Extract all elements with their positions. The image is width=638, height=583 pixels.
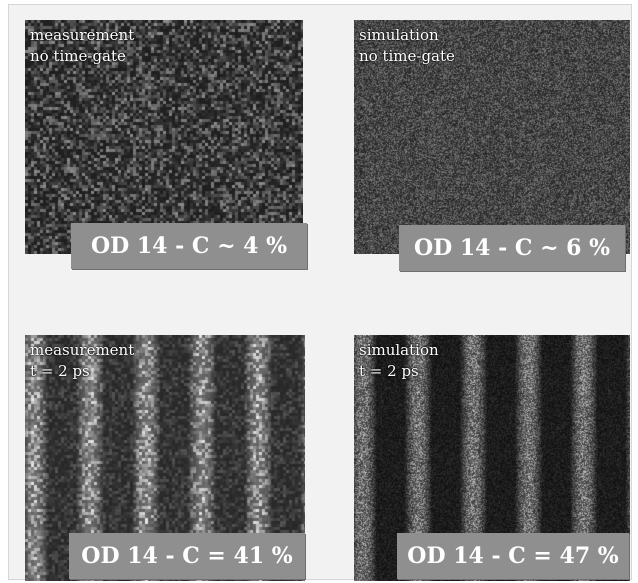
contrast-badge-simulation-no-gate: OD 14 - C ~ 6 % (399, 225, 625, 271)
caption-line-2: no time-gate (359, 47, 455, 65)
panel-caption: simulation no time-gate (359, 25, 455, 67)
contrast-badge-measurement-no-gate: OD 14 - C ~ 4 % (71, 223, 307, 269)
caption-line-1: simulation (359, 341, 439, 359)
contrast-badge-simulation-gated: OD 14 - C = 47 % (397, 533, 629, 579)
caption-line-1: simulation (359, 26, 439, 44)
panel-caption: measurement no time-gate (30, 25, 134, 67)
speckle-image (354, 20, 630, 254)
image-panel-simulation-no-gate: simulation no time-gate (354, 20, 630, 254)
figure-frame: measurement no time-gate OD 14 - C ~ 4 %… (8, 4, 632, 581)
caption-line-2: no time-gate (30, 47, 126, 65)
caption-line-2: t = 2 ps (30, 362, 90, 380)
panel-caption: simulation t = 2 ps (359, 340, 439, 382)
panel-caption: measurement t = 2 ps (30, 340, 134, 382)
image-panel-measurement-no-gate: measurement no time-gate (25, 20, 303, 254)
contrast-badge-measurement-gated: OD 14 - C = 41 % (69, 533, 305, 579)
caption-line-2: t = 2 ps (359, 362, 419, 380)
caption-line-1: measurement (30, 26, 135, 44)
speckle-image (25, 20, 303, 254)
caption-line-1: measurement (30, 341, 135, 359)
